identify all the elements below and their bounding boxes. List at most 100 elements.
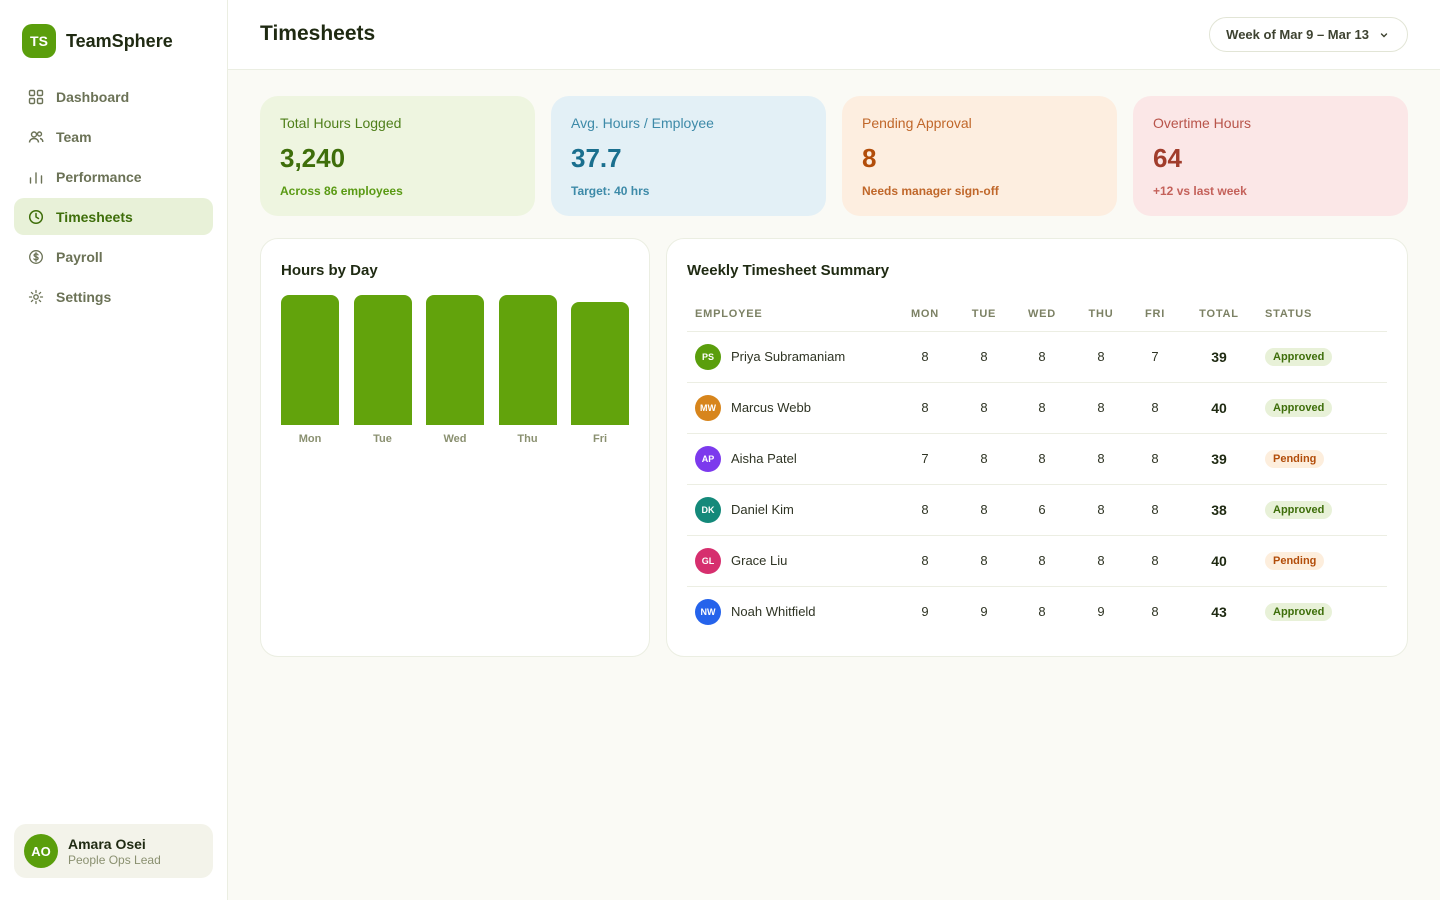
panel-title: Weekly Timesheet Summary xyxy=(687,262,890,279)
column-header-status[interactable]: STATUS xyxy=(1259,297,1387,332)
table-row[interactable]: GL Grace Liu 8 8 8 8 8 40 Pending xyxy=(687,535,1387,587)
employee-avatar: MW xyxy=(695,394,721,421)
bar-fri[interactable] xyxy=(571,301,629,425)
employee-avatar: AP xyxy=(695,445,721,472)
page-header: Timesheets Week of Mar 9 – Mar 13 xyxy=(228,0,1440,70)
hours-thu: 9 xyxy=(1097,604,1105,620)
sidebar-item-settings[interactable]: Settings xyxy=(14,278,213,315)
employee-wrap: GL Grace Liu xyxy=(695,547,895,574)
stat-card-total-hours: Total Hours Logged 3,240 Across 86 emplo… xyxy=(260,96,535,216)
stat-card-overtime: Overtime Hours 64 +12 vs last week xyxy=(1133,96,1408,216)
sidebar-item-dashboard[interactable]: Dashboard xyxy=(14,78,213,115)
employee-name[interactable]: Priya Subramaniam xyxy=(731,349,846,364)
hours-mon: 8 xyxy=(895,331,955,383)
hours-wed: 8 xyxy=(1013,433,1071,485)
status-badge: Approved xyxy=(1265,398,1333,417)
page-title: Timesheets xyxy=(260,22,376,45)
column-header-total[interactable]: TOTAL xyxy=(1179,297,1259,332)
user-meta: Amara Osei People Ops Lead xyxy=(68,836,161,867)
employee-cell: NW Noah Whitfield xyxy=(687,586,895,637)
employee-avatar: PS xyxy=(695,343,721,370)
hours-tue: 8 xyxy=(955,331,1013,383)
hours-mon: 7 xyxy=(895,433,955,485)
employee-cell: DK Daniel Kim xyxy=(687,484,895,536)
hours-wed: 8 xyxy=(1013,535,1071,587)
hours-thu: 8 xyxy=(1071,535,1131,587)
employee-wrap: NW Noah Whitfield xyxy=(695,598,895,625)
hours-thu: 8 xyxy=(1071,382,1131,434)
bar-label-wed: Wed xyxy=(443,433,467,445)
employee-name[interactable]: Marcus Webb xyxy=(731,400,811,415)
user-profile-card[interactable]: AO Amara Osei People Ops Lead xyxy=(14,824,213,878)
hours-wed: 6 xyxy=(1013,484,1071,536)
bar-wed[interactable] xyxy=(426,295,484,425)
table-row[interactable]: AP Aisha Patel 7 8 8 8 8 39 Pending xyxy=(687,433,1387,485)
hours-tue: 8 xyxy=(955,433,1013,485)
bar-thu[interactable] xyxy=(498,295,557,425)
hours-mon: 9 xyxy=(921,604,929,620)
bar-mon[interactable] xyxy=(281,295,339,425)
stat-label: Avg. Hours / Employee xyxy=(571,115,714,131)
bar-tue[interactable] xyxy=(353,295,412,425)
status-cell: Pending xyxy=(1259,535,1387,587)
hours-fri: 8 xyxy=(1131,382,1179,434)
column-header-employee[interactable]: EMPLOYEE xyxy=(687,297,895,332)
hours-tue: 8 xyxy=(955,382,1013,434)
employee-cell: AP Aisha Patel xyxy=(687,433,895,485)
employee-name[interactable]: Noah Whitfield xyxy=(731,604,816,620)
status-badge: Pending xyxy=(1265,449,1325,468)
stat-label: Pending Approval xyxy=(862,115,972,131)
hours-wed: 8 xyxy=(1013,382,1071,434)
user-role: People Ops Lead xyxy=(68,852,161,867)
employee-name[interactable]: Daniel Kim xyxy=(731,502,794,517)
hours-fri: 8 xyxy=(1131,535,1179,587)
table-row[interactable]: NW Noah Whitfield 9 9 8 9 8 43 Approved xyxy=(687,586,1387,637)
column-header-thu[interactable]: THU xyxy=(1071,297,1131,332)
sidebar-item-payroll[interactable]: Payroll xyxy=(14,238,213,275)
hours-fri: 8 xyxy=(1151,604,1159,620)
employee-cell: PS Priya Subramaniam xyxy=(687,331,895,383)
column-header-mon[interactable]: MON xyxy=(895,297,955,332)
sidebar-item-team[interactable]: Team xyxy=(14,118,213,155)
hours-total: 43 xyxy=(1211,603,1227,620)
hours-total: 38 xyxy=(1179,484,1259,536)
sidebar-item-performance[interactable]: Performance xyxy=(14,158,213,195)
status-cell: Pending xyxy=(1259,433,1387,485)
hours-tue: 8 xyxy=(955,484,1013,536)
table-row[interactable]: DK Daniel Kim 8 8 6 8 8 38 Approved xyxy=(687,484,1387,536)
sidebar-item-label: Team xyxy=(56,128,92,145)
bar-label-mon: Mon xyxy=(298,433,322,445)
sidebar-item-label: Dashboard xyxy=(56,88,130,105)
column-header-fri[interactable]: FRI xyxy=(1131,297,1179,332)
stat-label: Overtime Hours xyxy=(1153,115,1252,131)
hours-wed: 8 xyxy=(1038,604,1046,620)
employee-name[interactable]: Grace Liu xyxy=(731,553,788,568)
hours-tue: 8 xyxy=(955,535,1013,587)
sidebar-item-timesheets[interactable]: Timesheets xyxy=(14,198,213,235)
table-row[interactable]: MW Marcus Webb 8 8 8 8 8 40 Approved xyxy=(687,382,1387,434)
week-selector-label: Week of Mar 9 – Mar 13 xyxy=(1226,27,1369,42)
stat-card-avg-hours: Avg. Hours / Employee 37.7 Target: 40 hr… xyxy=(551,96,826,216)
bar-label-fri: Fri xyxy=(592,433,608,445)
table-row[interactable]: PS Priya Subramaniam 8 8 8 8 7 39 Approved xyxy=(687,331,1387,383)
employee-cell: GL Grace Liu xyxy=(687,535,895,587)
stat-value: 64 xyxy=(1153,143,1182,173)
status-cell: Approved xyxy=(1259,382,1387,434)
column-header-wed[interactable]: WED xyxy=(1013,297,1071,332)
sidebar-nav: Dashboard Team Performance Timesheets Pa… xyxy=(14,78,213,318)
employee-avatar: DK xyxy=(695,496,721,523)
stat-value: 3,240 xyxy=(280,143,346,173)
employee-avatar: NW xyxy=(695,598,721,625)
hours-total: 39 xyxy=(1179,433,1259,485)
status-badge: Approved xyxy=(1265,500,1333,519)
week-selector[interactable]: Week of Mar 9 – Mar 13 xyxy=(1209,17,1408,52)
sidebar-item-label: Performance xyxy=(56,168,142,185)
employee-name[interactable]: Aisha Patel xyxy=(731,451,797,466)
table-header-row: EMPLOYEE MON TUE WED THU FRI TOTAL STATU… xyxy=(687,297,1387,332)
brand[interactable]: TS TeamSphere xyxy=(22,24,173,58)
employee-wrap: AP Aisha Patel xyxy=(695,445,895,472)
column-header-tue[interactable]: TUE xyxy=(955,297,1013,332)
hours-total: 40 xyxy=(1179,382,1259,434)
status-badge: Pending xyxy=(1265,551,1325,570)
hours-thu: 8 xyxy=(1071,331,1131,383)
